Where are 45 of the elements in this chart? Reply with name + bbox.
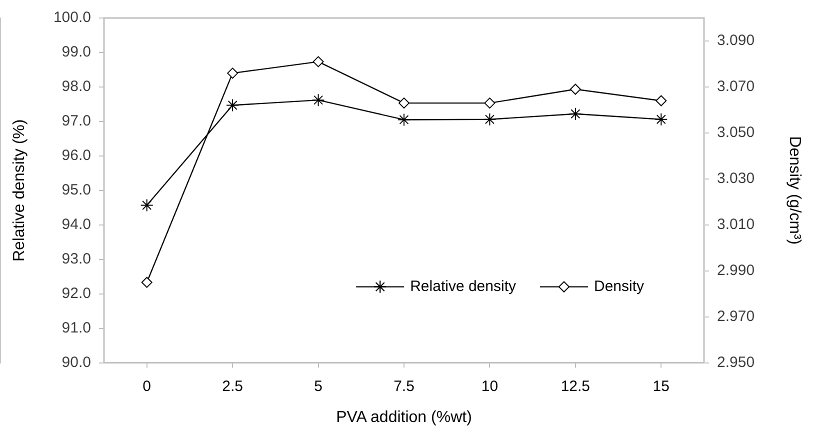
point (656, 95, 667, 106)
point (227, 68, 238, 79)
point (484, 98, 496, 109)
y-tick-label: 93.0 (62, 250, 91, 268)
x-tick-label: 7.5 (394, 378, 414, 395)
x-axis-title: PVA addition (%wt) (336, 408, 472, 426)
y2-tick-label: 2.970 (717, 308, 755, 325)
y-tick-label: 92.0 (62, 284, 91, 302)
point (398, 98, 410, 109)
y-tick-label: 98.0 (62, 78, 91, 96)
y-tick-label: 90.0 (62, 354, 91, 371)
legend-label: Relative density (410, 278, 516, 295)
y2-tick-label: 3.030 (717, 170, 755, 188)
y2-tick-label: 3.090 (717, 32, 755, 50)
point (140, 198, 154, 212)
point (312, 56, 324, 68)
y-axis-title: Relative density (%) (11, 119, 28, 262)
point (226, 98, 240, 112)
x-tick-label: 12.5 (560, 378, 590, 395)
x-tick-label: 0 (142, 378, 152, 395)
y-tick-label: 99.0 (62, 44, 91, 61)
x-tick-label: 5 (314, 378, 322, 395)
y2-axis-title: Density (g/cm³) (786, 136, 803, 245)
x-tick-label: 10 (481, 378, 498, 395)
point (568, 107, 582, 120)
point (570, 84, 581, 95)
y2-tick-label: 2.950 (717, 354, 755, 371)
point (141, 276, 152, 288)
y2-tick-label: 3.050 (717, 124, 755, 142)
y-tick-label: 96.0 (62, 147, 91, 164)
x-tick-label: 15 (652, 378, 670, 395)
y2-tick-label: 2.990 (717, 262, 755, 279)
point (483, 112, 496, 126)
y-tick-label: 91.0 (62, 319, 91, 336)
y-tick-label: 97.0 (62, 112, 91, 130)
x-tick-label: 2.5 (222, 378, 243, 395)
point (312, 94, 325, 107)
y-tick-label: 100.0 (53, 9, 91, 26)
legend-label: Density (594, 278, 644, 295)
y2-tick-label: 3.070 (717, 78, 755, 96)
y-tick-label: 94.0 (62, 216, 91, 234)
point (654, 112, 668, 126)
point (398, 113, 410, 126)
y-tick-label: 95.0 (62, 182, 91, 199)
y2-tick-label: 3.010 (717, 216, 755, 234)
